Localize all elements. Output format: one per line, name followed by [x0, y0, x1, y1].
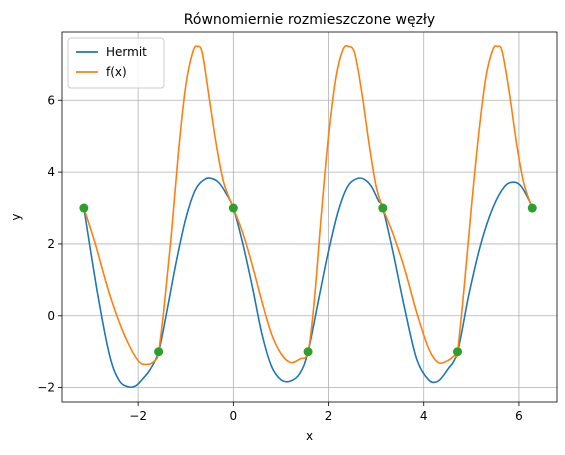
legend: Hermit f(x) — [67, 37, 165, 89]
node-point — [527, 203, 537, 213]
node-point — [378, 203, 388, 213]
node-point — [228, 203, 238, 213]
plot-frame — [61, 31, 558, 403]
x-tick-label: 2 — [325, 409, 333, 423]
y-tick-label: 2 — [47, 237, 55, 251]
series-line-1 — [83, 45, 534, 366]
y-tick-label: −2 — [37, 381, 55, 395]
chart-title: Równomiernie rozmieszczone węzły — [184, 12, 435, 28]
y-tick-label: 6 — [47, 93, 55, 107]
node-point — [453, 347, 463, 357]
node-markers — [79, 203, 537, 357]
axis-ticks: −2 0 2 4 6 −2 0 2 4 6 — [37, 93, 522, 423]
y-axis-label: y — [9, 213, 23, 220]
x-tick-label: −2 — [129, 409, 147, 423]
legend-box — [67, 37, 165, 89]
x-axis-label: x — [306, 429, 313, 443]
x-tick-label: 6 — [515, 409, 523, 423]
x-tick-label: 4 — [420, 409, 428, 423]
series-layer — [83, 45, 534, 389]
node-point — [303, 347, 313, 357]
node-point — [79, 203, 89, 213]
y-tick-label: 0 — [47, 309, 55, 323]
y-tick-label: 4 — [47, 165, 55, 179]
x-tick-label: 0 — [230, 409, 238, 423]
legend-entry: f(x) — [106, 65, 127, 79]
legend-entry: Hermit — [106, 45, 147, 59]
node-point — [154, 347, 164, 357]
